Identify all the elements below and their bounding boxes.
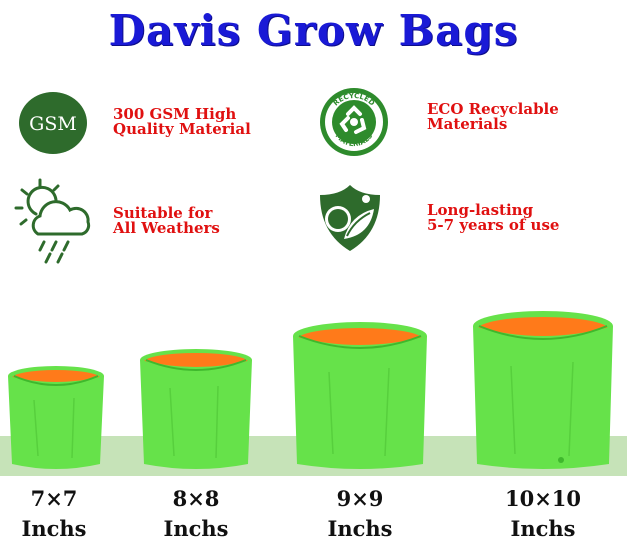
gsm-badge-text: GSM: [29, 113, 77, 135]
recycled-materials-icon: RECYCLED MATERIALS: [320, 88, 388, 156]
feature-text-weather: Suitable for All Weathers: [113, 204, 220, 237]
size-label-7x7: 7×7 Inchs: [21, 486, 87, 541]
feature-text-long-lasting: Long-lasting 5-7 years of use: [427, 201, 560, 234]
feature-text-eco: ECO Recyclable Materials: [427, 100, 559, 133]
page-title: Davis Grow Bags: [108, 6, 519, 55]
size-label-9x9: 9×9 Inchs: [327, 486, 393, 541]
grow-bag-7x7: [8, 366, 104, 469]
shield-leaf-icon: [320, 185, 380, 251]
size-label-8x8: 8×8 Inchs: [163, 486, 229, 541]
grow-bag-9x9: [293, 322, 427, 469]
grow-bag-10x10: [473, 311, 613, 469]
grow-bag-8x8: [140, 349, 252, 469]
gsm-badge-icon: GSM: [19, 92, 87, 154]
feature-text-gsm: 300 GSM High Quality Material: [113, 105, 251, 138]
weather-icon: [14, 178, 91, 264]
size-label-10x10: 10×10 Inchs: [504, 486, 582, 541]
